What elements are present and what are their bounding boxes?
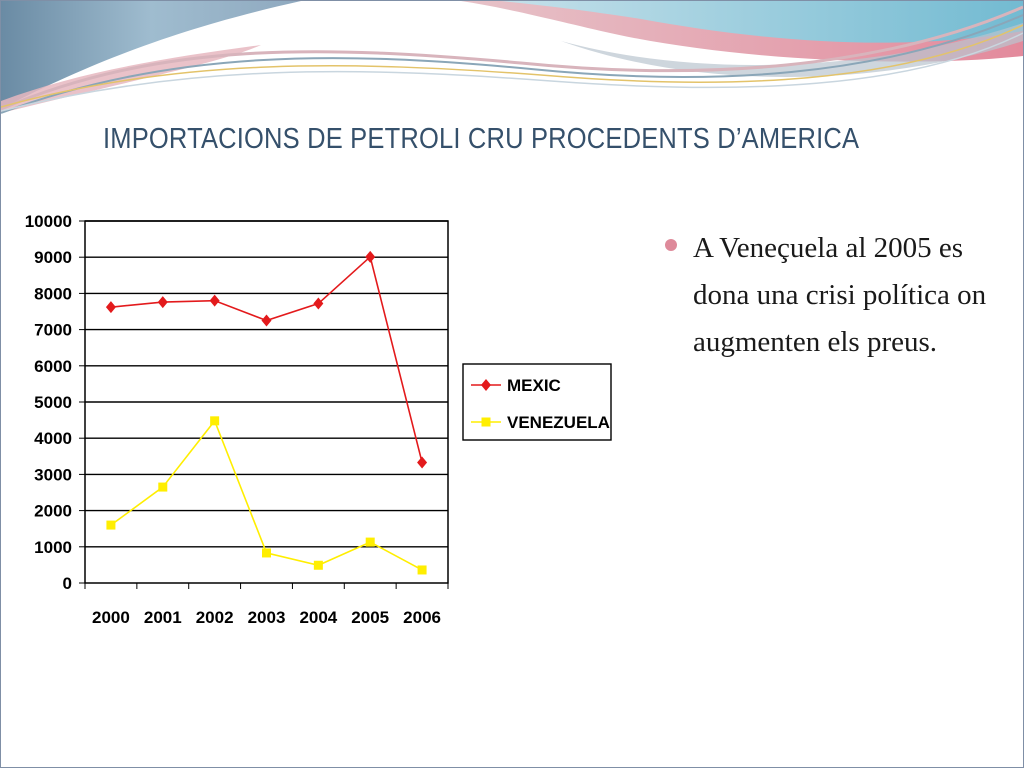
y-tick-label: 9000 [34,248,72,267]
y-tick-label: 4000 [34,429,72,448]
y-tick-label: 6000 [34,357,72,376]
data-point-marker [158,482,168,492]
y-tick-label: 3000 [34,465,72,484]
chart-grid [84,220,449,584]
x-tick-label: 2006 [403,608,441,627]
y-tick-label: 0 [63,574,72,593]
line-chart: 0 1000 2000 3000 4000 5000 6000 7000 8000 9000 100… [25,212,612,627]
bullet-item: A Veneçuela al 2005 es dona una crisi po… [665,225,1005,366]
data-point-marker [313,560,323,570]
header-decoration [1,1,1023,114]
data-point-marker [262,548,271,558]
y-tick-label: 7000 [34,321,72,340]
x-tick-label: 2001 [144,608,182,627]
x-tick-label: 2004 [299,608,337,627]
data-point-marker [209,294,220,307]
legend-marker-icon [481,417,491,427]
x-tick-label: 2000 [92,608,130,627]
chart-legend: MEXIC VENEZUELA [462,363,612,441]
data-point-marker [417,565,427,575]
data-point-marker [210,416,220,426]
x-tick-label: 2002 [196,608,234,627]
y-tick-label: 2000 [34,502,72,521]
y-tick-label: 10000 [25,212,72,231]
data-point-marker [417,456,428,469]
legend-box [462,363,612,441]
chart-axes: 0 1000 2000 3000 4000 5000 6000 7000 8000 9000 100… [25,212,449,627]
data-point-marker [157,296,168,309]
legend-label: VENEZUELA [507,413,610,432]
legend-label: MEXIC [507,376,561,395]
y-tick-label: 8000 [34,284,72,303]
bullet-list: A Veneçuela al 2005 es dona una crisi po… [665,225,1005,366]
data-point-marker [106,520,116,530]
data-point-marker [261,314,272,327]
chart-series [105,250,428,575]
y-tick-label: 5000 [34,393,72,412]
x-tick-label: 2005 [351,608,389,627]
y-tick-label: 1000 [34,538,72,557]
bullet-dot-icon [665,239,677,251]
data-point-marker [105,301,116,314]
slide-title: IMPORTACIONS DE PETROLI CRU PROCEDENTS D… [103,123,860,155]
data-point-marker [313,297,324,310]
bullet-text: A Veneçuela al 2005 es dona una crisi po… [693,232,987,358]
x-tick-label: 2003 [248,608,286,627]
data-point-marker [365,537,375,547]
legend-marker-icon [481,379,491,391]
